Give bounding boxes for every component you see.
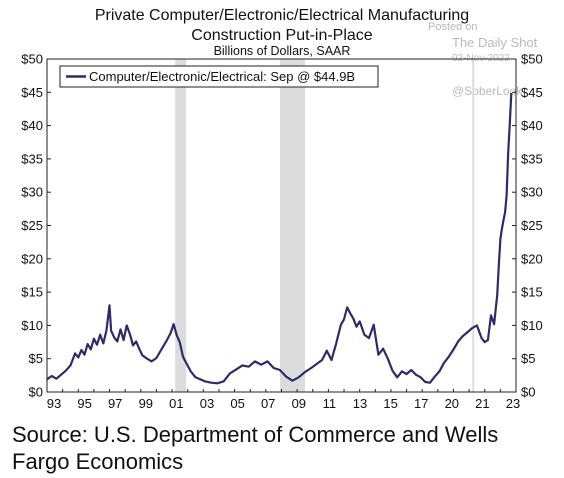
x-tick-label-3: 99 — [139, 396, 153, 411]
x-tick-label-2: 97 — [108, 396, 122, 411]
y-tick-label-left-9: $45 — [21, 85, 43, 100]
recession-band-2 — [472, 59, 475, 392]
watermark-handle: @SoberLook — [452, 84, 523, 98]
y-tick-label-left-3: $15 — [21, 285, 43, 300]
x-tick-label-11: 15 — [383, 396, 397, 411]
x-tick-label-10: 13 — [353, 396, 367, 411]
y-tick-label-right-9: $45 — [521, 85, 543, 100]
y-tick-label-left-5: $25 — [21, 218, 43, 233]
y-tick-label-left-8: $40 — [21, 118, 43, 133]
x-tick-label-8: 09 — [292, 396, 306, 411]
x-tick-label-9: 11 — [323, 396, 337, 411]
y-tick-label-left-1: $5 — [29, 351, 43, 366]
x-tick-label-4: 01 — [169, 396, 183, 411]
y-tick-label-right-2: $10 — [521, 318, 543, 333]
source-note: Source: U.S. Department of Commerce and … — [12, 422, 499, 474]
y-tick-label-right-6: $30 — [521, 185, 543, 200]
watermark-publisher: The Daily Shot — [452, 35, 538, 50]
y-tick-label-right-0: $0 — [521, 385, 535, 400]
y-tick-label-right-7: $35 — [521, 151, 543, 166]
x-tick-label-1: 95 — [77, 396, 91, 411]
y-tick-label-right-10: $50 — [521, 52, 543, 67]
chart-title: Private Computer/Electronic/Electrical M… — [0, 6, 564, 46]
legend-box — [59, 65, 379, 88]
x-tick-label-15: 23 — [506, 396, 520, 411]
series-layer — [46, 92, 513, 385]
chart-title-line-2: Construction Put-in-Place — [191, 27, 373, 44]
y-tick-label-left-4: $20 — [21, 251, 43, 266]
watermark-posted-on: Posted on — [428, 21, 478, 33]
y-tick-label-left-6: $30 — [21, 185, 43, 200]
y-tick-label-right-1: $5 — [521, 351, 535, 366]
x-tick-label-13: 20 — [445, 396, 459, 411]
x-tick-label-0: 93 — [47, 396, 61, 411]
x-tick-label-12: 17 — [414, 396, 428, 411]
recession-bands — [175, 59, 475, 392]
y-tick-label-right-4: $20 — [521, 251, 543, 266]
x-tick-label-7: 07 — [261, 396, 275, 411]
x-tick-label-6: 05 — [230, 396, 244, 411]
y-tick-label-left-2: $10 — [21, 318, 43, 333]
y-tick-label-right-5: $25 — [521, 218, 543, 233]
recession-band-1 — [279, 59, 305, 392]
y-tick-label-left-7: $35 — [21, 151, 43, 166]
legend-label: Computer/Electronic/Electrical: Sep @ $4… — [89, 69, 355, 84]
chart-title-line-1: Private Computer/Electronic/Electrical M… — [94, 7, 470, 24]
chart-subtitle: Billions of Dollars, SAAR — [213, 44, 351, 58]
y-tick-label-left-10: $50 — [21, 52, 43, 67]
x-tick-label-14: 21 — [475, 396, 489, 411]
y-tick-label-right-8: $40 — [521, 118, 543, 133]
x-tick-label-5: 03 — [200, 396, 214, 411]
chart-axes: $0 $0 $5 $5 $10 $10 $15 $15 $20 $20 $25 $25 $30 $30 $3… — [21, 52, 542, 412]
series-line-0 — [46, 92, 513, 385]
y-tick-label-left-0: $0 — [29, 385, 43, 400]
recession-band-0 — [175, 59, 187, 392]
legend: Computer/Electronic/Electrical: Sep @ $4… — [59, 65, 379, 88]
y-tick-label-right-3: $15 — [521, 285, 543, 300]
line-chart: $0 $0 $5 $5 $10 $10 $15 $15 $20 $20 $25 $25 $30 $30 $3… — [21, 52, 542, 412]
